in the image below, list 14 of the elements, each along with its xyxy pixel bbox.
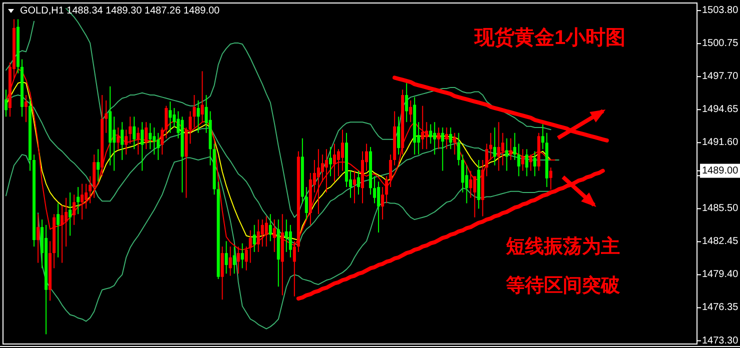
y-tick-label: 1500.75 — [702, 38, 738, 50]
y-tick-label: 1479.40 — [702, 269, 738, 280]
y-tick-label: 1503.80 — [702, 5, 738, 16]
annotation: 短线振荡为主 — [506, 236, 620, 258]
y-tick-label: 1476.35 — [702, 302, 738, 314]
y-tick-label: 1485.50 — [702, 203, 738, 214]
y-tick-label: 1497.70 — [702, 71, 738, 82]
annotation: 等待区间突破 — [506, 276, 620, 296]
y-tick-label: 1494.65 — [702, 104, 738, 116]
y-tick-label: 1482.45 — [702, 236, 738, 248]
y-tick-label: 1489.00 — [702, 165, 738, 176]
y-tick-label: 1491.60 — [702, 137, 738, 148]
title: 现货黄金1小时图 — [474, 27, 626, 49]
y-tick-label: 1473.30 — [702, 335, 738, 346]
